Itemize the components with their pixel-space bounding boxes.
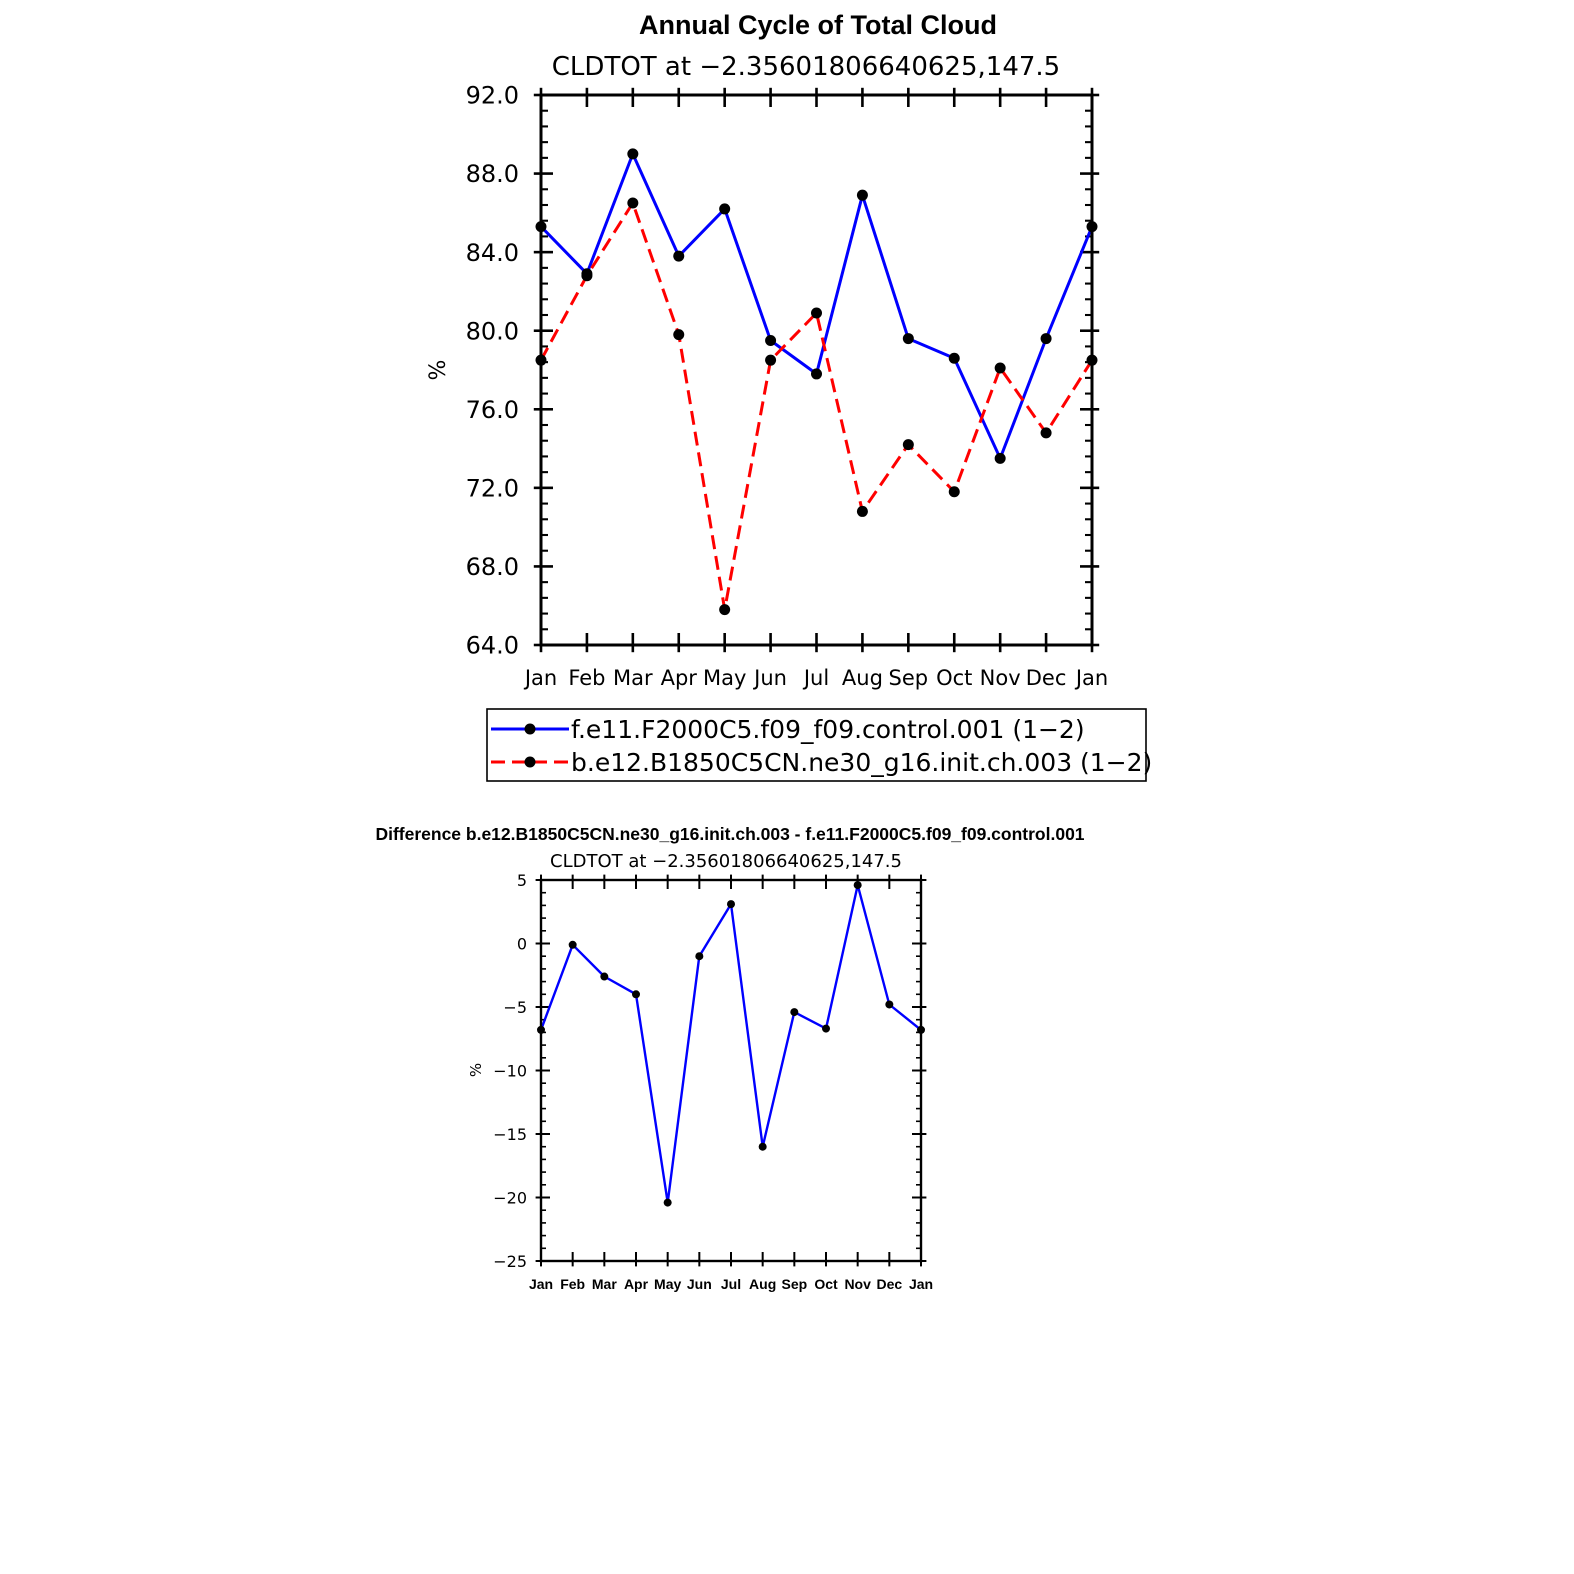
x-tick-label: Jan [523, 666, 557, 690]
legend-label-b1850: b.e12.B1850C5CN.ne30_g16.init.ch.003 (1−… [571, 748, 1152, 777]
x-tick-label: Feb [568, 666, 605, 690]
data-point-series-0 [822, 1024, 830, 1033]
y-tick-label: 76.0 [466, 396, 519, 424]
data-point-series-0 [994, 452, 1006, 464]
data-point-series-1 [948, 486, 960, 498]
data-point-series-0 [790, 1008, 799, 1017]
x-tick-label: Oct [936, 666, 972, 690]
x-tick-label: Sep [889, 666, 929, 690]
y-tick-label: −25 [493, 1252, 527, 1271]
x-tick-label: Feb [560, 1276, 585, 1292]
y-tick-label: −20 [493, 1188, 527, 1207]
legend-marker-b1850 [524, 756, 536, 768]
x-tick-label: Jan [909, 1276, 933, 1292]
x-tick-label: Mar [613, 666, 653, 690]
annual-cycle-panel: Annual Cycle of Total Cloud CLDTOT at −2… [426, 10, 1152, 782]
data-point-series-0 [719, 203, 731, 215]
data-point-series-1 [994, 362, 1006, 374]
data-point-series-0 [627, 148, 639, 160]
y-tick-label: 88.0 [466, 160, 519, 188]
x-tick-label: Jul [802, 666, 829, 690]
legend-marker-control [524, 723, 536, 735]
data-point-series-0 [758, 1142, 767, 1151]
y-tick-label: 5 [517, 871, 527, 890]
x-tick-label: Oct [814, 1276, 838, 1292]
data-point-series-1 [1040, 427, 1052, 439]
y-tick-label: 80.0 [466, 317, 519, 345]
y-tick-label: 72.0 [466, 474, 519, 502]
x-tick-label: Aug [842, 666, 883, 690]
y-tick-label: −10 [493, 1061, 527, 1080]
y-tick-label: 0 [517, 934, 527, 953]
x-tick-label: Apr [624, 1276, 649, 1292]
legend-box [486, 708, 1147, 782]
data-point-series-0 [632, 990, 640, 999]
y-tick-label: 68.0 [466, 553, 519, 581]
difference-y-axis-label: % [467, 1063, 485, 1077]
x-tick-label: Dec [1026, 666, 1067, 690]
data-point-series-0 [902, 333, 914, 345]
x-tick-label: Jan [1074, 666, 1108, 690]
x-tick-label: May [703, 666, 746, 690]
x-tick-label: Apr [661, 666, 698, 690]
plot-frame [539, 93, 1094, 647]
data-point-series-1 [581, 270, 593, 282]
data-point-series-0 [811, 368, 822, 380]
chart-title: Annual Cycle of Total Cloud [639, 10, 997, 40]
data-point-series-1 [902, 439, 914, 451]
x-tick-label: Jun [687, 1276, 712, 1292]
data-point-series-0 [856, 189, 868, 201]
y-tick-label: 64.0 [466, 632, 519, 660]
data-point-series-0 [885, 1000, 894, 1009]
data-point-series-0 [948, 352, 960, 364]
difference-subtitle: CLDTOT at −2.35601806640625,147.5 [550, 851, 902, 872]
difference-plot-frame [539, 878, 923, 1263]
x-tick-label: May [654, 1276, 681, 1292]
data-point-series-0 [663, 1198, 672, 1207]
y-tick-label: 84.0 [466, 239, 519, 267]
data-point-series-1 [811, 307, 822, 319]
data-point-series-0 [727, 900, 735, 909]
x-tick-label: Sep [781, 1276, 807, 1292]
y-axis-label: % [426, 360, 451, 381]
x-tick-label: Mar [592, 1276, 617, 1292]
x-tick-label: Jan [529, 1276, 553, 1292]
difference-title: Difference b.e12.B1850C5CN.ne30_g16.init… [375, 824, 1084, 844]
y-tick-label: 92.0 [466, 82, 519, 110]
data-point-series-0 [853, 881, 862, 890]
x-tick-label: Nov [844, 1276, 871, 1292]
data-point-series-0 [765, 335, 777, 347]
data-point-series-1 [765, 354, 777, 366]
x-tick-label: Nov [980, 666, 1021, 690]
data-point-series-1 [627, 197, 639, 209]
chart-subtitle: CLDTOT at −2.35601806640625,147.5 [552, 52, 1060, 82]
x-tick-label: Dec [876, 1276, 902, 1292]
data-point-series-0 [1040, 333, 1052, 345]
x-tick-label: Jun [752, 666, 787, 690]
x-tick-label: Jul [721, 1276, 741, 1292]
data-point-series-1 [673, 329, 685, 341]
x-tick-label: Aug [749, 1276, 776, 1292]
y-tick-label: −5 [503, 998, 527, 1017]
legend-label-control: f.e11.F2000C5.f09_f09.control.001 (1−2) [571, 715, 1085, 744]
data-point-series-1 [856, 505, 868, 517]
y-tick-label: −15 [493, 1125, 527, 1144]
data-point-series-0 [600, 972, 609, 981]
data-point-series-0 [673, 250, 685, 262]
difference-panel: Difference b.e12.B1850C5CN.ne30_g16.init… [375, 824, 1084, 1292]
data-point-series-0 [568, 940, 577, 949]
legend: f.e11.F2000C5.f09_f09.control.001 (1−2) … [486, 708, 1152, 782]
data-point-series-0 [695, 952, 704, 961]
data-point-series-1 [719, 604, 731, 616]
